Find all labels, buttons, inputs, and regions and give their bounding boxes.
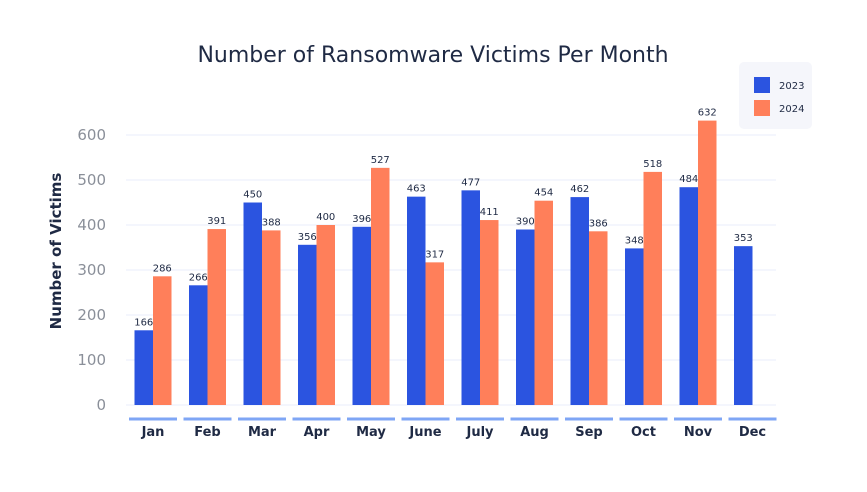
data-label: 390 (516, 217, 535, 228)
x-tick-label: Dec (739, 425, 766, 440)
x-tick-label: Feb (194, 425, 220, 440)
legend-swatch-2023 (754, 77, 770, 93)
x-tick-label: Mar (248, 425, 277, 440)
legend-swatch-2024 (754, 100, 770, 116)
bar-2024-Apr (316, 225, 335, 405)
legend-label: 2024 (779, 104, 804, 115)
bar-2023-Feb (189, 285, 208, 405)
bar-2024-Aug (534, 200, 553, 405)
data-label: 391 (207, 216, 226, 227)
x-tick-label: Nov (684, 425, 713, 440)
legend: 2023 2024 (739, 62, 812, 129)
data-label: 286 (153, 263, 172, 274)
bar-2024-Nov (698, 120, 717, 405)
bar-2023-Mar (243, 202, 262, 405)
data-label: 518 (643, 159, 662, 170)
chart-title: Number of Ransomware Victims Per Month (197, 43, 668, 68)
x-tick-label: May (356, 425, 386, 440)
x-tick-label: July (465, 425, 494, 440)
bar-2023-Nov (679, 187, 698, 405)
y-tick-label: 500 (77, 171, 106, 189)
bar-2024-Mar (262, 230, 281, 405)
x-tick-label: June (408, 425, 441, 440)
data-label: 386 (589, 218, 608, 229)
bar-2023-Dec (734, 246, 753, 405)
x-tick-label: Apr (304, 425, 330, 440)
data-label: 166 (134, 317, 153, 328)
data-label: 411 (480, 207, 499, 218)
data-label: 353 (734, 233, 753, 244)
y-tick-label: 400 (77, 216, 106, 234)
y-tick-label: 300 (77, 261, 106, 279)
bar-2024-Sep (589, 231, 608, 405)
bar-2023-June (407, 196, 426, 405)
bar-2024-Oct (643, 171, 662, 405)
data-label: 527 (371, 155, 390, 166)
bar-2024-July (480, 220, 499, 405)
bar-2023-Apr (298, 244, 317, 405)
y-tick-label: 100 (77, 351, 106, 369)
data-label: 450 (243, 190, 262, 201)
data-label: 317 (425, 249, 444, 260)
bar-2023-Aug (516, 229, 535, 405)
x-tick-label: Oct (631, 425, 656, 440)
data-label: 477 (461, 177, 480, 188)
data-label: 348 (625, 235, 644, 246)
bar-2024-June (425, 262, 444, 405)
bar-2023-Sep (570, 197, 589, 405)
data-label: 400 (316, 212, 335, 223)
y-axis-label: Number of Victims (47, 173, 65, 330)
data-label: 454 (534, 188, 553, 199)
x-tick-label: Sep (575, 425, 603, 440)
bar-2023-May (352, 226, 371, 405)
x-tick-label: Aug (520, 425, 549, 440)
x-tick-label: Jan (141, 425, 165, 440)
bar-2023-July (461, 190, 480, 405)
data-label: 632 (698, 108, 717, 119)
legend-label: 2023 (779, 81, 804, 92)
data-label: 484 (679, 174, 698, 185)
data-label: 356 (298, 232, 317, 243)
data-label: 463 (407, 184, 426, 195)
legend-background (739, 62, 812, 129)
data-label: 388 (262, 217, 281, 228)
data-label: 462 (570, 184, 589, 195)
y-tick-label: 0 (96, 396, 106, 414)
bar-2024-May (371, 167, 390, 405)
bar-2024-Feb (207, 229, 226, 405)
data-label: 396 (352, 214, 371, 225)
bar-2023-Jan (134, 330, 153, 405)
y-tick-label: 200 (77, 306, 106, 324)
y-tick-label: 600 (77, 126, 106, 144)
data-label: 266 (189, 272, 208, 283)
bar-2023-Oct (625, 248, 644, 405)
bar-2024-Jan (153, 276, 172, 405)
